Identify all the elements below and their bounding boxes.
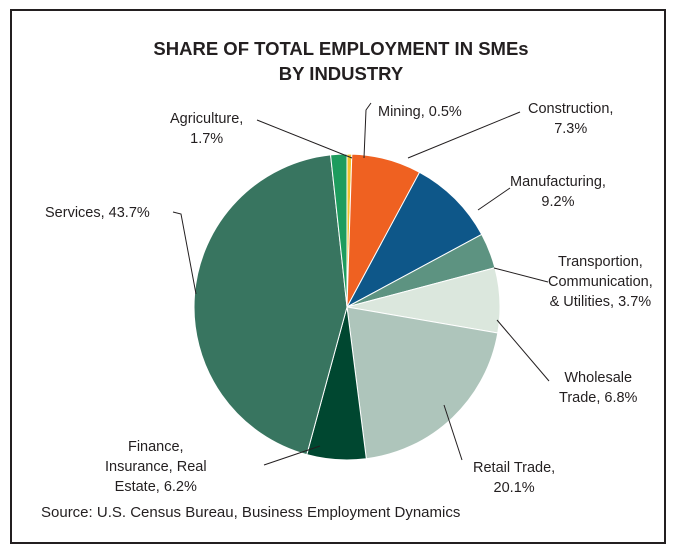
pie-slice-2 bbox=[345, 171, 483, 309]
pie-slice-7 bbox=[193, 154, 348, 456]
leader-manufacturing bbox=[477, 187, 511, 211]
chart-source-note: Source: U.S. Census Bureau, Business Emp… bbox=[41, 504, 461, 521]
leader-construction bbox=[407, 111, 521, 159]
leader-mining bbox=[363, 102, 372, 159]
chart-title-line-1: SHARE OF TOTAL EMPLOYMENT IN SMEs bbox=[153, 38, 529, 59]
label-agriculture: Agriculture, 1.7% bbox=[170, 111, 244, 147]
chart-title-line-2: BY INDUSTRY bbox=[278, 63, 404, 84]
pie-slice-8 bbox=[330, 153, 348, 308]
label-transport: Transportion, Communication, & Utilities, … bbox=[548, 254, 653, 310]
leader-transport bbox=[493, 267, 549, 283]
leader-agriculture bbox=[256, 119, 353, 159]
label-wholesale: Wholesale Trade, 6.8% bbox=[559, 370, 638, 406]
label-services: Services, 43.7% bbox=[45, 205, 150, 221]
leader-retail bbox=[443, 404, 463, 461]
leader-services bbox=[172, 211, 197, 295]
leader-finance bbox=[263, 445, 321, 466]
chart-frame bbox=[10, 9, 666, 544]
label-manufacturing: Manufacturing, 9.2% bbox=[510, 174, 606, 210]
leader-wholesale bbox=[496, 319, 550, 382]
label-mining: Mining, 0.5% bbox=[378, 104, 462, 120]
pie-slice-5 bbox=[346, 306, 499, 460]
label-finance: Finance, Insurance, Real Estate, 6.2% bbox=[105, 439, 207, 495]
label-retail: Retail Trade, 20.1% bbox=[473, 460, 556, 496]
label-construction: Construction, 7.3% bbox=[528, 101, 614, 137]
